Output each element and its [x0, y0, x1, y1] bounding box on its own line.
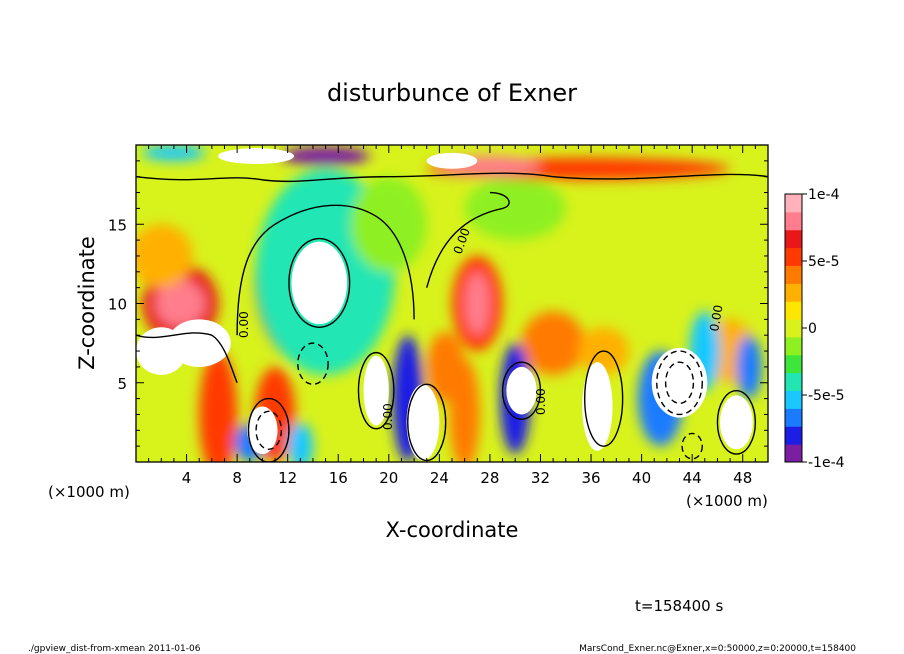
- footer-left: ./gpview_dist-from-xmean 2011-01-06: [28, 644, 201, 654]
- plot-area: [136, 145, 768, 462]
- y-tick-label: 5: [117, 375, 127, 393]
- field-region: [142, 145, 206, 161]
- field-saturated-region: [136, 327, 187, 375]
- contour-line-negative: [656, 350, 703, 416]
- colorbar-swatch: [785, 372, 802, 392]
- field-saturated-region: [247, 406, 278, 455]
- y-axis: 5 10 15: [108, 160, 768, 447]
- colorbar-tick-label: 0: [808, 321, 817, 337]
- field-region: [464, 176, 566, 241]
- colorbar-swatch: [785, 283, 802, 302]
- colorbar-tick-label: 1e-4: [808, 187, 840, 203]
- x-tick-label: 40: [632, 469, 651, 487]
- x-unit-left: (×1000 m): [48, 483, 130, 501]
- field-region: [521, 311, 585, 375]
- colorbar-swatch: [785, 408, 802, 427]
- field-saturated-region: [291, 241, 348, 325]
- colorbar-swatch: [785, 426, 802, 445]
- contour-line: [584, 350, 624, 447]
- x-tick-label: 36: [581, 469, 600, 487]
- x-tick-label: 32: [531, 469, 550, 487]
- contour-line-negative: [681, 432, 703, 460]
- x-axis: 4 8 12 16 20 24 28 32 36 40 44 48: [148, 145, 756, 487]
- contour-line: [426, 191, 510, 288]
- footer-right: MarsCond_Exner.nc@Exner,x=0:50000,z=0:20…: [579, 644, 856, 654]
- contour-label: 0.00: [534, 388, 548, 415]
- contour-line-negative: [255, 410, 283, 451]
- x-tick-label: 8: [232, 469, 242, 487]
- contour-line-negative: [664, 361, 695, 405]
- contour-label: 0.00: [381, 403, 395, 430]
- field-region: [287, 422, 313, 462]
- field-region: [449, 358, 480, 462]
- colorbar-swatch: [785, 247, 802, 266]
- colorbar-swatch: [785, 336, 802, 356]
- colorbar-tick-label: -5e-5: [808, 388, 845, 404]
- contour-label: 0.00: [237, 311, 251, 338]
- field-region: [736, 335, 762, 399]
- field-region: [464, 271, 490, 336]
- colorbar-swatch: [785, 194, 802, 213]
- field-saturated-region: [218, 148, 294, 165]
- colorbar-tick-label: -1e-4: [808, 455, 845, 471]
- field-saturated-region: [406, 384, 440, 461]
- field-saturated-region: [363, 355, 389, 426]
- field-region: [136, 224, 193, 288]
- contour-line: [136, 332, 238, 384]
- colorbar-swatch: [785, 319, 802, 338]
- colorbar-swatch: [785, 354, 802, 374]
- contour-layer: [136, 172, 768, 462]
- field-saturated-region: [426, 152, 478, 169]
- field-region: [350, 176, 427, 272]
- field-saturated-region: [651, 347, 708, 418]
- field-region: [154, 279, 206, 328]
- colorbar-swatch: [785, 390, 802, 409]
- chart-title: disturbunce of Exner: [327, 79, 577, 107]
- x-axis-label: X-coordinate: [386, 518, 519, 542]
- colorbar-tick-label: 5e-5: [808, 254, 839, 270]
- field-region: [281, 146, 370, 166]
- colorbar-swatch: [785, 265, 802, 284]
- contour-line: [236, 204, 415, 336]
- x-tick-label: 48: [733, 469, 752, 487]
- x-tick-label: 28: [480, 469, 499, 487]
- contour-line: [357, 351, 395, 430]
- x-tick-label: 24: [430, 469, 449, 487]
- field-blobs: [136, 145, 762, 462]
- x-tick-label: 20: [379, 469, 398, 487]
- colorbar: 1e-4 5e-5 0 -5e-5 -1e-4: [784, 187, 845, 471]
- colorbar-swatch: [785, 444, 802, 463]
- colorbar-swatch: [785, 211, 802, 231]
- field-region: [199, 351, 238, 462]
- field-layer: [136, 145, 768, 462]
- colorbar-swatch: [785, 301, 802, 320]
- contour-line: [136, 172, 768, 183]
- x-tick-label: 12: [278, 469, 297, 487]
- x-tick-label: 4: [182, 469, 192, 487]
- contour-line: [288, 237, 351, 328]
- contour-label: 0.00: [707, 304, 725, 333]
- x-tick-label: 44: [683, 469, 702, 487]
- time-label: t=158400 s: [635, 597, 723, 615]
- contour-line: [501, 361, 542, 420]
- field-saturated-region: [506, 366, 537, 415]
- y-tick-label: 10: [108, 296, 127, 314]
- field-saturated-region: [719, 395, 753, 450]
- colorbar-swatch: [785, 229, 802, 249]
- y-axis-label: Z-coordinate: [75, 236, 99, 370]
- x-unit-right: (×1000 m): [686, 492, 768, 510]
- contour-line: [716, 389, 757, 455]
- x-tick-label: 16: [329, 469, 348, 487]
- y-tick-label: 15: [108, 216, 127, 234]
- field-saturated-region: [582, 362, 613, 451]
- contour-line-negative: [297, 342, 329, 386]
